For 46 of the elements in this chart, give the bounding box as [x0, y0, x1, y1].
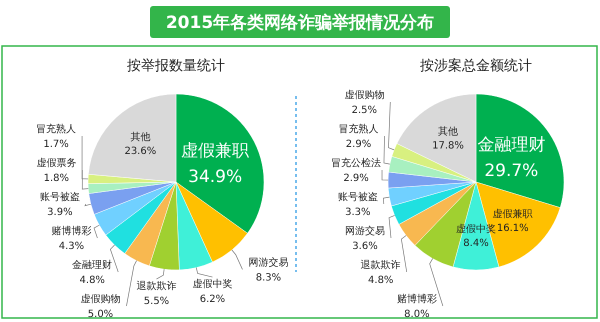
slice-label: 网游交易 [248, 256, 288, 268]
data-label: 8.0% [404, 309, 430, 320]
data-label: 4.3% [58, 241, 84, 252]
data-label: 3.6% [352, 241, 378, 252]
chart-subtitle: 按举报数量统计 [127, 58, 225, 74]
slice-label: 冒充熟人 [338, 123, 378, 135]
slice-label: 虚假中奖 [192, 278, 232, 290]
data-label: 2.9% [343, 173, 369, 184]
data-label: 3.3% [345, 207, 370, 218]
slice-label: 退款欺诈 [360, 259, 401, 271]
slice-label: 赌博博彩 [396, 293, 437, 305]
data-label: 16.1% [496, 222, 529, 234]
slice-label: 账号被盗 [338, 191, 378, 203]
chart-title: 2015年各类网络诈骗举报情况分布 [166, 13, 434, 33]
data-label: 17.8% [432, 140, 464, 152]
slice-label: 虚假票务 [36, 157, 76, 169]
slice-label: 金融理财 [477, 134, 546, 155]
data-label: 3.9% [47, 207, 73, 218]
slice-label: 账号被盗 [40, 191, 80, 203]
slice-label: 其他 [130, 131, 150, 144]
slice-label: 网游交易 [344, 225, 385, 237]
data-label: 4.8% [368, 275, 394, 286]
data-label: 4.8% [80, 275, 105, 286]
data-label: 29.7% [484, 160, 538, 181]
slice-label: 虚假兼职 [181, 140, 250, 161]
slice-label: 虚假兼职 [492, 208, 533, 220]
data-label: 8.3% [256, 272, 282, 284]
slice-label: 其他 [438, 125, 458, 138]
slice-label: 虚假购物 [80, 293, 120, 305]
slice-label: 退款欺诈 [136, 280, 176, 292]
chart-subtitle: 按涉案总金额统计 [420, 57, 532, 74]
data-label: 6.2% [200, 294, 226, 306]
slice-label: 冒充熟人 [36, 123, 76, 135]
data-label: 5.5% [144, 296, 170, 308]
data-label: 34.9% [188, 166, 242, 187]
data-label: 1.7% [43, 139, 69, 150]
slice-label: 赌博博彩 [51, 225, 92, 237]
slice-label: 金融理财 [72, 259, 112, 271]
data-label: 2.9% [346, 139, 372, 150]
slice-label: 虚假购物 [344, 89, 384, 101]
data-label: 2.5% [352, 105, 377, 116]
data-label: 5.0% [88, 309, 114, 320]
slice-label: 冒充公检法 [331, 157, 382, 169]
data-label: 8.4% [463, 238, 489, 249]
data-label: 1.8% [44, 173, 70, 184]
data-label: 23.6% [124, 146, 156, 158]
